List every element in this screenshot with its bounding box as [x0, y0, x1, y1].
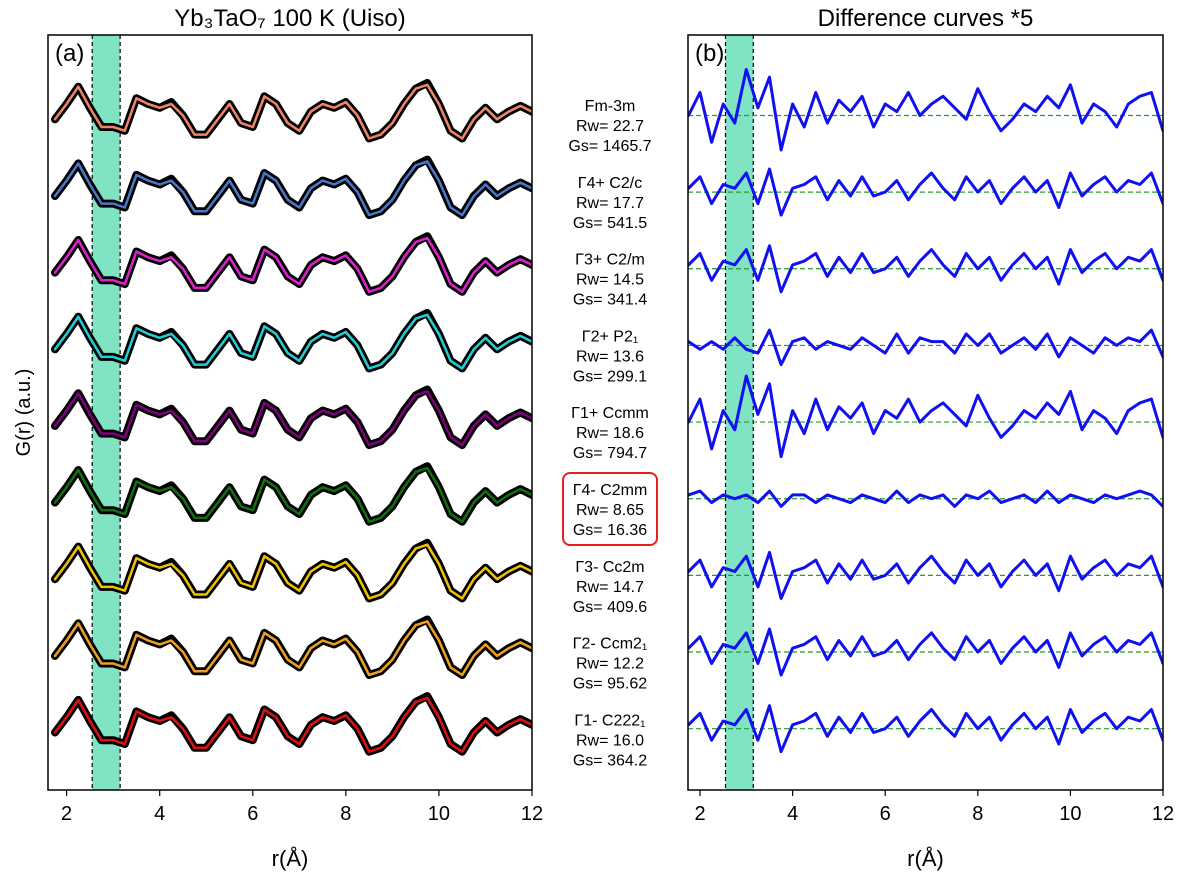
- x-axis-label: r(Å): [272, 846, 309, 871]
- model-name: Γ1+ Ccmm: [571, 405, 649, 422]
- model-name: Γ2- Ccm2₁: [573, 636, 648, 653]
- plot-area: [688, 68, 1163, 754]
- model-name: Γ1- C222₁: [574, 712, 645, 729]
- model-rw: Rw= 12.2: [576, 656, 644, 673]
- data-line: [53, 466, 532, 523]
- panel-label: (a): [55, 40, 84, 67]
- data-line: [53, 620, 532, 677]
- model-name: Γ4+ C2/c: [578, 175, 642, 192]
- model-gs: Gs= 409.6: [573, 599, 647, 616]
- data-line: [53, 390, 532, 447]
- model-gs: Gs= 794.7: [573, 445, 647, 462]
- x-tick-label: 12: [1152, 803, 1174, 825]
- data-line: [51, 155, 532, 220]
- data-line: [688, 704, 1163, 754]
- chart-title: Yb₃TaO₇ 100 K (Uiso): [174, 5, 405, 32]
- x-tick-label: 6: [247, 803, 258, 825]
- data-line: [688, 328, 1163, 367]
- highlight-band: [92, 35, 121, 790]
- data-line: [51, 538, 532, 603]
- model-name: Γ3+ C2/m: [575, 252, 645, 269]
- model-gs: Gs= 341.4: [573, 292, 647, 309]
- data-line: [53, 83, 532, 140]
- x-tick-label: 8: [972, 803, 983, 825]
- model-name: Fm-3m: [585, 98, 636, 115]
- x-tick-label: 12: [521, 803, 543, 825]
- y-axis-label: G(r) (a.u.): [13, 369, 35, 457]
- model-gs: Gs= 95.62: [573, 676, 647, 693]
- data-line: [51, 692, 532, 756]
- x-tick-label: 10: [428, 803, 450, 825]
- data-line: [688, 68, 1163, 152]
- data-line: [53, 543, 532, 600]
- model-gs: Gs= 1465.7: [568, 138, 651, 155]
- data-line: [51, 615, 532, 679]
- x-tick-label: 2: [61, 803, 72, 825]
- data-line: [688, 489, 1163, 508]
- model-gs: Gs= 541.5: [573, 215, 647, 232]
- model-rw: Rw= 16.0: [576, 732, 644, 749]
- model-rw: Rw= 13.6: [576, 348, 644, 365]
- data-line: [53, 236, 532, 294]
- model-rw: Rw= 17.7: [576, 195, 644, 212]
- x-tick-label: 8: [340, 803, 351, 825]
- model-rw: Rw= 14.5: [576, 272, 644, 289]
- x-tick-label: 4: [154, 803, 165, 825]
- highlight-box: [562, 472, 658, 546]
- data-line: [51, 232, 532, 296]
- model-name: Γ3- Cc2m: [575, 559, 644, 576]
- x-tick-label: 2: [694, 803, 705, 825]
- data-line: [688, 550, 1163, 600]
- data-line: [53, 696, 532, 753]
- model-gs: Gs= 299.1: [573, 368, 647, 385]
- model-rw: Rw= 8.65: [576, 502, 644, 519]
- data-line: [688, 374, 1163, 459]
- data-line: [53, 313, 532, 370]
- chart-title: Difference curves *5: [818, 5, 1034, 32]
- model-gs: Gs= 364.2: [573, 752, 647, 769]
- model-rw: Rw= 22.7: [576, 118, 644, 135]
- model-rw: Rw= 14.7: [576, 579, 644, 596]
- data-line: [688, 627, 1163, 677]
- data-line: [51, 78, 532, 143]
- model-name: Γ2+ P2₁: [582, 328, 638, 345]
- data-line: [688, 167, 1163, 217]
- data-line: [688, 244, 1163, 294]
- data-line: [53, 160, 532, 217]
- model-name: Γ4- C2mm: [573, 482, 648, 499]
- model-gs: Gs= 16.36: [573, 522, 647, 539]
- data-line: [51, 308, 532, 373]
- x-tick-label: 10: [1059, 803, 1081, 825]
- data-line: [51, 462, 532, 526]
- x-tick-label: 6: [880, 803, 891, 825]
- plot-frame: [47, 34, 533, 791]
- model-rw: Rw= 18.6: [576, 425, 644, 442]
- plot-area: [51, 78, 532, 756]
- data-line: [51, 385, 532, 450]
- panel-label: (b): [695, 40, 724, 67]
- x-tick-label: 4: [787, 803, 798, 825]
- x-axis-label: r(Å): [907, 846, 944, 871]
- plot-frame: [687, 34, 1164, 791]
